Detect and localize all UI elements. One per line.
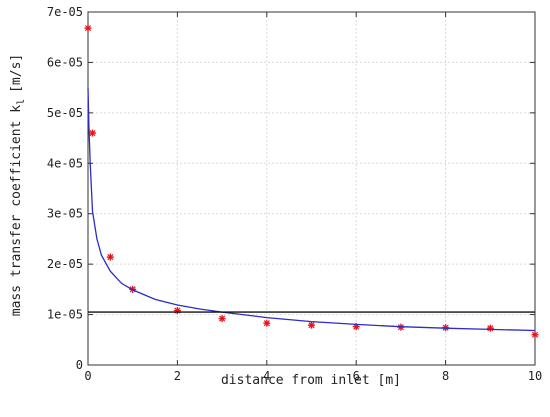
fit-curve bbox=[87, 87, 536, 332]
y-axis-label-main: mass transfer coefficient k bbox=[9, 105, 24, 316]
data-point bbox=[88, 129, 96, 137]
data-point bbox=[106, 253, 114, 261]
data-point bbox=[173, 307, 181, 315]
y-tick-label: 6e-05 bbox=[47, 55, 83, 69]
y-axis-label-unit: [m/s] bbox=[9, 54, 24, 93]
x-tick-label: 8 bbox=[442, 369, 449, 383]
x-tick-label: 2 bbox=[174, 369, 181, 383]
y-tick-label: 4e-05 bbox=[47, 156, 83, 170]
data-point bbox=[531, 331, 539, 339]
x-tick-label: 0 bbox=[84, 369, 91, 383]
x-axis-label: distance from inlet [m] bbox=[221, 373, 401, 388]
data-point bbox=[84, 24, 92, 32]
x-tick-label: 4 bbox=[263, 369, 270, 383]
grid-layer bbox=[88, 12, 535, 365]
y-tick-label: 3e-05 bbox=[47, 207, 83, 221]
data-point bbox=[486, 324, 494, 332]
y-axis-label: mass transfer coefficient kl [m/s] bbox=[9, 54, 27, 317]
plot-frame bbox=[87, 11, 536, 366]
y-tick-label: 2e-05 bbox=[47, 257, 83, 271]
x-tick-label: 6 bbox=[353, 369, 360, 383]
y-tick-label: 0 bbox=[76, 358, 83, 372]
y-tick-label: 5e-05 bbox=[47, 106, 83, 120]
y-axis-label-sub: l bbox=[16, 99, 27, 105]
series-layer bbox=[84, 24, 539, 339]
data-point bbox=[263, 319, 271, 327]
y-tick-label: 1e-05 bbox=[47, 308, 83, 322]
tick-layer: 0 2 4 6 8 10 0 1e-05 2e-05 3e-05 4e-05 5e-05 6e-05 7e… bbox=[47, 5, 542, 383]
data-point bbox=[308, 321, 315, 329]
data-point bbox=[218, 315, 226, 323]
y-tick-label: 7e-05 bbox=[47, 5, 83, 19]
x-tick-label: 10 bbox=[528, 369, 542, 383]
